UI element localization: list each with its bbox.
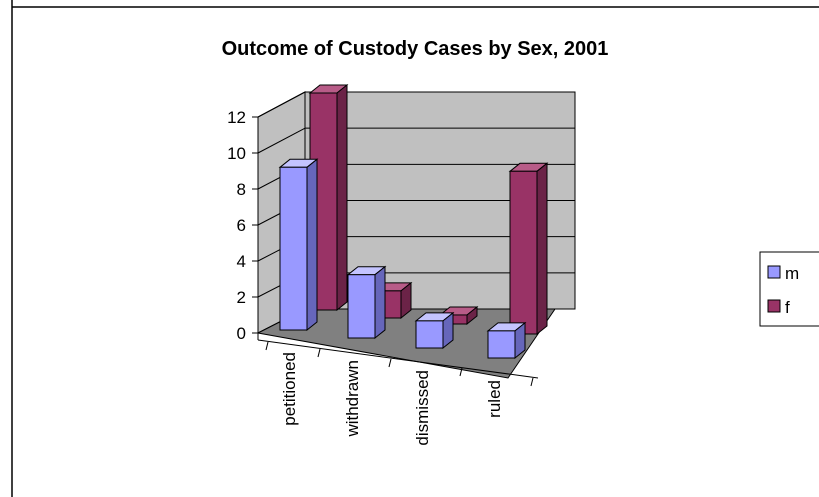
- legend-label-m: m: [785, 264, 799, 283]
- chart-title: Outcome of Custody Cases by Sex, 2001: [222, 38, 609, 60]
- y-tick-label: 0: [237, 324, 246, 343]
- bar-m-withdrawn: [347, 274, 376, 339]
- y-tick-label: 12: [227, 108, 246, 127]
- bar-m-petitioned: [279, 166, 308, 331]
- y-tick-label: 6: [237, 216, 246, 235]
- bar-m-ruled: [487, 330, 516, 359]
- legend-box: [759, 251, 819, 327]
- bar-f-ruled: [509, 170, 538, 335]
- legend-swatch-f: [767, 299, 781, 313]
- x-tick-label: withdrawn: [343, 360, 362, 438]
- x-tick-mark: [459, 367, 463, 377]
- x-tick-label: ruled: [485, 380, 504, 418]
- y-tick-label: 2: [237, 288, 246, 307]
- x-tick-mark: [388, 358, 392, 368]
- legend-label-f: f: [785, 298, 790, 317]
- x-tick-mark: [317, 348, 321, 358]
- bar-f-ruled-side: [536, 162, 548, 336]
- grid-line-left: [257, 91, 306, 118]
- y-tick-label: 8: [237, 180, 246, 199]
- y-tick-label: 4: [237, 252, 246, 271]
- bar-m-petitioned-side: [306, 158, 318, 332]
- x-axis: petitioned withdrawn dismissed ruled: [257, 339, 539, 446]
- y-axis: 0 2 4 6 8 10 12: [227, 108, 259, 343]
- x-tick-label: dismissed: [413, 370, 432, 446]
- bar-m-withdrawn-side: [374, 265, 386, 340]
- y-tick-label: 10: [227, 144, 246, 163]
- bars-group: [278, 83, 549, 360]
- x-axis-line: [257, 339, 539, 379]
- bar-f-petitioned-side: [336, 83, 348, 312]
- x-tick-label: petitioned: [280, 352, 299, 426]
- x-tick-mark: [530, 377, 534, 387]
- grid-line-left: [257, 127, 306, 154]
- legend-swatch-m: [767, 265, 781, 279]
- bar-m-dismissed: [415, 320, 444, 349]
- x-tick-mark: [265, 341, 269, 351]
- legend: m f: [759, 251, 819, 327]
